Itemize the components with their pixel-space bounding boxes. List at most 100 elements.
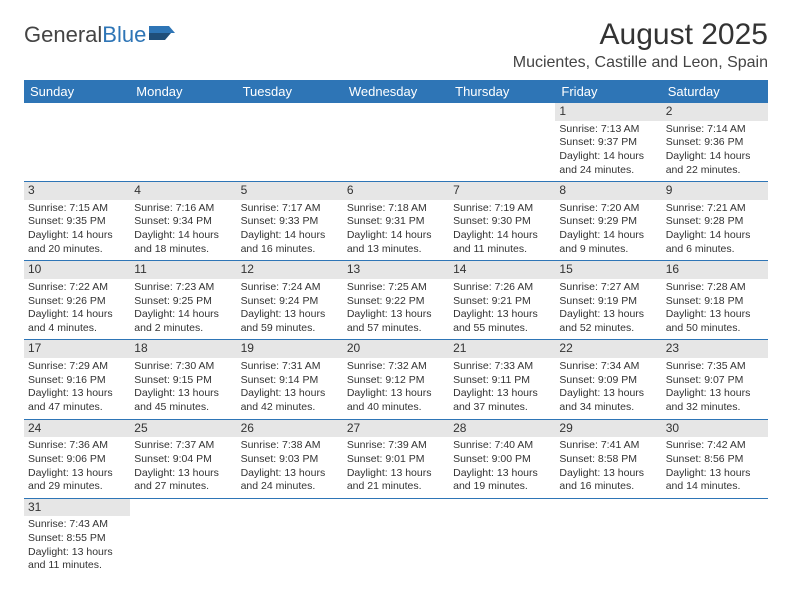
day-info-line: and 47 minutes.	[28, 401, 126, 415]
day-info-line: Sunrise: 7:27 AM	[559, 281, 657, 295]
day-info-line: Sunset: 9:07 PM	[666, 374, 764, 388]
calendar-day-cell: 23Sunrise: 7:35 AMSunset: 9:07 PMDayligh…	[662, 340, 768, 419]
calendar-day-cell: 27Sunrise: 7:39 AMSunset: 9:01 PMDayligh…	[343, 419, 449, 498]
title-block: August 2025 Mucientes, Castille and Leon…	[513, 18, 768, 72]
day-info-line: Sunrise: 7:30 AM	[134, 360, 232, 374]
day-number: 13	[343, 261, 449, 279]
day-info-line: and 55 minutes.	[453, 322, 551, 336]
day-info-line: Sunrise: 7:40 AM	[453, 439, 551, 453]
day-info-line: and 2 minutes.	[134, 322, 232, 336]
calendar-table: SundayMondayTuesdayWednesdayThursdayFrid…	[24, 80, 768, 577]
day-info-line: Daylight: 13 hours	[666, 387, 764, 401]
day-number: 1	[555, 103, 661, 121]
day-number: 28	[449, 420, 555, 438]
calendar-day-cell: 8Sunrise: 7:20 AMSunset: 9:29 PMDaylight…	[555, 182, 661, 261]
calendar-header-cell: Saturday	[662, 80, 768, 103]
day-info-line: Sunset: 9:12 PM	[347, 374, 445, 388]
day-info-line: Sunrise: 7:42 AM	[666, 439, 764, 453]
calendar-header-cell: Friday	[555, 80, 661, 103]
day-number: 3	[24, 182, 130, 200]
day-number: 25	[130, 420, 236, 438]
day-info-line: and 37 minutes.	[453, 401, 551, 415]
day-info-line: Sunset: 8:56 PM	[666, 453, 764, 467]
day-info-line: Sunrise: 7:26 AM	[453, 281, 551, 295]
day-info-line: and 32 minutes.	[666, 401, 764, 415]
day-info-line: Sunset: 9:09 PM	[559, 374, 657, 388]
flag-icon	[149, 22, 175, 48]
calendar-day-cell	[343, 103, 449, 182]
day-info-line: Daylight: 13 hours	[559, 308, 657, 322]
day-info-line: and 6 minutes.	[666, 243, 764, 257]
day-info-line: Daylight: 13 hours	[134, 387, 232, 401]
day-number: 24	[24, 420, 130, 438]
day-info-line: and 22 minutes.	[666, 164, 764, 178]
day-info-line: Daylight: 13 hours	[28, 546, 126, 560]
day-info-line: Sunrise: 7:37 AM	[134, 439, 232, 453]
day-info-line: Daylight: 14 hours	[559, 150, 657, 164]
day-info-line: Daylight: 13 hours	[241, 467, 339, 481]
day-info-line: Sunset: 9:16 PM	[28, 374, 126, 388]
day-info-line: Daylight: 14 hours	[134, 308, 232, 322]
calendar-day-cell	[662, 498, 768, 577]
calendar-day-cell: 5Sunrise: 7:17 AMSunset: 9:33 PMDaylight…	[237, 182, 343, 261]
day-info-line: Sunrise: 7:29 AM	[28, 360, 126, 374]
calendar-day-cell: 30Sunrise: 7:42 AMSunset: 8:56 PMDayligh…	[662, 419, 768, 498]
day-info-line: Sunrise: 7:32 AM	[347, 360, 445, 374]
calendar-header-cell: Wednesday	[343, 80, 449, 103]
day-number: 17	[24, 340, 130, 358]
day-info-line: Sunset: 9:00 PM	[453, 453, 551, 467]
day-info-line: Daylight: 13 hours	[453, 308, 551, 322]
calendar-day-cell	[237, 498, 343, 577]
day-info-line: Daylight: 13 hours	[347, 467, 445, 481]
day-info-line: and 40 minutes.	[347, 401, 445, 415]
day-info-line: and 27 minutes.	[134, 480, 232, 494]
calendar-header-cell: Monday	[130, 80, 236, 103]
day-number: 12	[237, 261, 343, 279]
calendar-day-cell	[449, 498, 555, 577]
day-number: 14	[449, 261, 555, 279]
day-number: 4	[130, 182, 236, 200]
logo: GeneralBlue	[24, 22, 175, 48]
calendar-day-cell: 24Sunrise: 7:36 AMSunset: 9:06 PMDayligh…	[24, 419, 130, 498]
day-info-line: and 42 minutes.	[241, 401, 339, 415]
calendar-day-cell: 28Sunrise: 7:40 AMSunset: 9:00 PMDayligh…	[449, 419, 555, 498]
day-number: 18	[130, 340, 236, 358]
day-info-line: Sunrise: 7:34 AM	[559, 360, 657, 374]
page-header: GeneralBlue August 2025 Mucientes, Casti…	[24, 18, 768, 72]
day-number: 30	[662, 420, 768, 438]
day-number: 15	[555, 261, 661, 279]
calendar-day-cell: 16Sunrise: 7:28 AMSunset: 9:18 PMDayligh…	[662, 261, 768, 340]
calendar-day-cell: 13Sunrise: 7:25 AMSunset: 9:22 PMDayligh…	[343, 261, 449, 340]
day-number: 22	[555, 340, 661, 358]
day-number: 11	[130, 261, 236, 279]
calendar-day-cell: 7Sunrise: 7:19 AMSunset: 9:30 PMDaylight…	[449, 182, 555, 261]
day-info-line: Sunrise: 7:43 AM	[28, 518, 126, 532]
calendar-header-row: SundayMondayTuesdayWednesdayThursdayFrid…	[24, 80, 768, 103]
day-info-line: Sunrise: 7:41 AM	[559, 439, 657, 453]
day-info-line: Sunset: 9:19 PM	[559, 295, 657, 309]
day-number: 6	[343, 182, 449, 200]
calendar-day-cell: 15 Sunrise: 7:27 AMSunset: 9:19 PMDayligh…	[555, 261, 661, 340]
day-info-line: Sunset: 9:03 PM	[241, 453, 339, 467]
day-info-line: Daylight: 14 hours	[666, 229, 764, 243]
day-info-line: and 57 minutes.	[347, 322, 445, 336]
day-info-line: and 20 minutes.	[28, 243, 126, 257]
day-info-line: Sunset: 9:37 PM	[559, 136, 657, 150]
day-info-line: Sunset: 9:35 PM	[28, 215, 126, 229]
day-info-line: and 52 minutes.	[559, 322, 657, 336]
day-info-line: Sunrise: 7:38 AM	[241, 439, 339, 453]
day-number: 10	[24, 261, 130, 279]
day-info-line: Sunset: 8:58 PM	[559, 453, 657, 467]
calendar-day-cell: 19Sunrise: 7:31 AMSunset: 9:14 PMDayligh…	[237, 340, 343, 419]
day-info-line: and 18 minutes.	[134, 243, 232, 257]
day-info-line: Sunset: 9:30 PM	[453, 215, 551, 229]
calendar-header-cell: Thursday	[449, 80, 555, 103]
location-text: Mucientes, Castille and Leon, Spain	[513, 54, 768, 72]
day-number: 31	[24, 499, 130, 517]
day-info-line: Daylight: 13 hours	[666, 467, 764, 481]
calendar-week-row: 17 Sunrise: 7:29 AMSunset: 9:16 PM Dayligh…	[24, 340, 768, 419]
day-info-line: and 11 minutes.	[453, 243, 551, 257]
day-info-line: Sunset: 9:31 PM	[347, 215, 445, 229]
day-info-line: and 59 minutes.	[241, 322, 339, 336]
calendar-day-cell: 14Sunrise: 7:26 AMSunset: 9:21 PMDayligh…	[449, 261, 555, 340]
